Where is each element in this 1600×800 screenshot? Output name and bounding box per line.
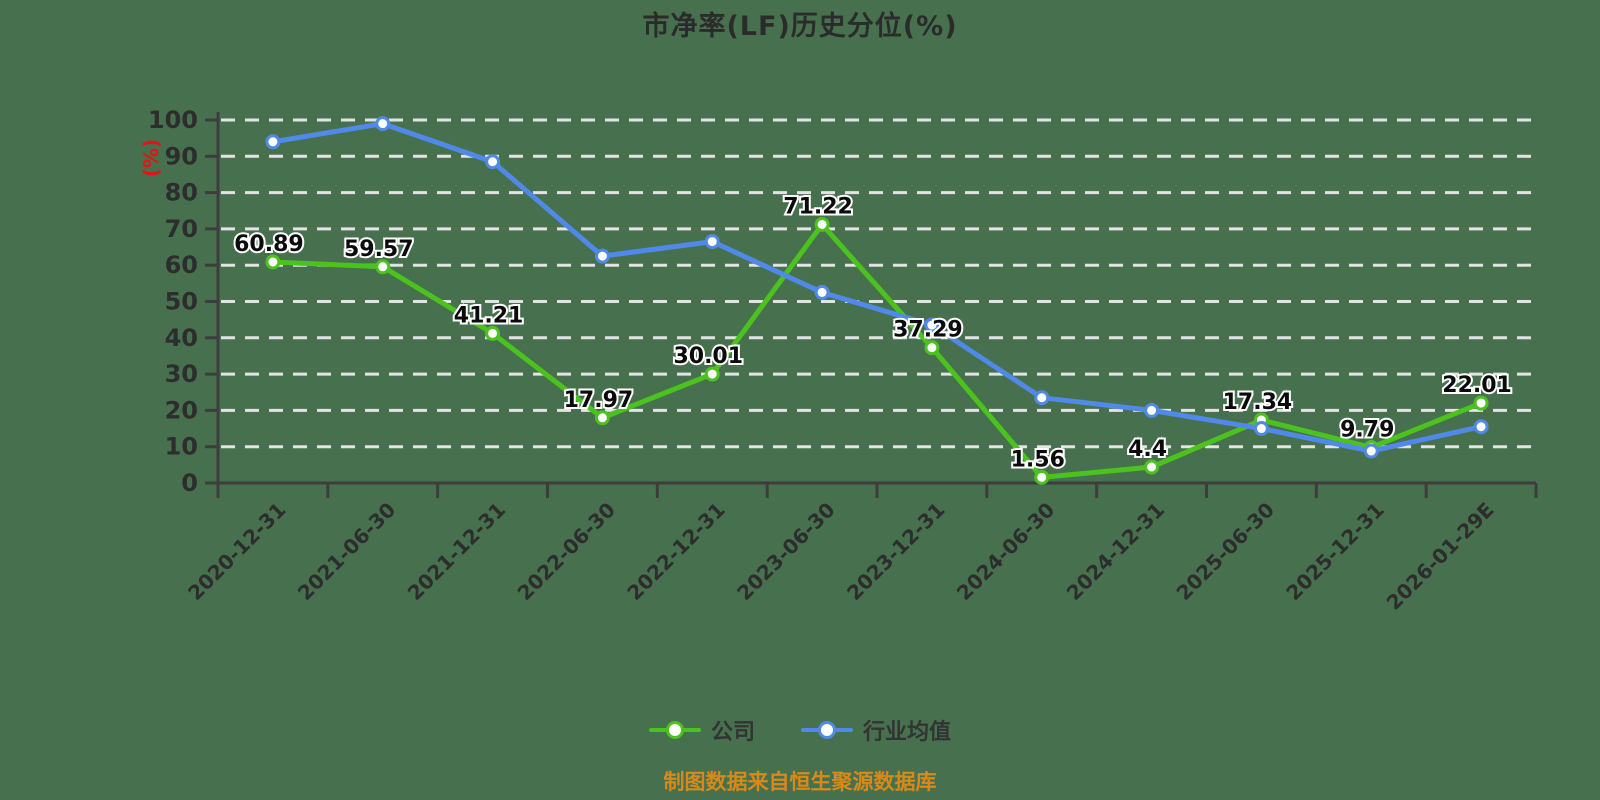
data-point-marker-公司 xyxy=(594,410,610,426)
y-axis-title: (%) xyxy=(139,139,163,177)
data-label: 59.57 xyxy=(344,237,414,262)
data-label: 71.22 xyxy=(783,194,853,219)
y-axis-label: 40 xyxy=(165,324,198,352)
data-point-marker-公司 xyxy=(1473,395,1489,411)
x-axis-label: 2025-12-31 xyxy=(1281,498,1388,605)
data-point-marker-公司 xyxy=(375,259,391,275)
data-label: 60.89 xyxy=(234,232,304,257)
legend-item-公司[interactable]: 公司 xyxy=(648,714,755,746)
data-label: 41.21 xyxy=(454,303,524,328)
x-axis-label: 2023-12-31 xyxy=(842,498,949,605)
data-source-caption: 制图数据来自恒生聚源数据库 xyxy=(663,770,937,794)
x-axis-label: 2024-12-31 xyxy=(1062,498,1169,605)
data-point-marker-行业均值 xyxy=(814,284,830,300)
x-axis-label: 2022-12-31 xyxy=(622,498,729,605)
y-axis-label: 20 xyxy=(165,396,198,424)
x-axis-label: 2023-06-30 xyxy=(732,498,839,605)
legend-label: 公司 xyxy=(710,720,755,745)
y-axis-label: 90 xyxy=(165,142,198,170)
series-line-公司 xyxy=(270,221,1484,480)
y-axis-label: 10 xyxy=(165,433,198,461)
x-axis-label: 2025-06-30 xyxy=(1172,498,1279,605)
data-point-marker-行业均值 xyxy=(594,248,610,264)
y-axis-label: 70 xyxy=(165,215,198,243)
legend-item-行业均值[interactable]: 行业均值 xyxy=(801,714,951,746)
x-axis-label: 2021-06-30 xyxy=(293,498,400,605)
x-axis-label: 2026-01-29E xyxy=(1382,498,1499,615)
data-point-marker-公司 xyxy=(265,254,281,270)
data-label: 17.97 xyxy=(564,388,634,413)
y-axis-label: 0 xyxy=(181,469,198,497)
y-axis-label: 100 xyxy=(148,106,198,134)
data-point-marker-公司 xyxy=(1144,459,1160,475)
y-axis-label: 80 xyxy=(165,179,198,207)
chart-title: 市净率(LF)历史分位(%) xyxy=(642,11,958,42)
x-axis-label: 2024-06-30 xyxy=(952,498,1059,605)
y-axis-label: 50 xyxy=(165,288,198,316)
data-point-marker-行业均值 xyxy=(704,234,720,250)
data-point-marker-行业均值 xyxy=(1144,402,1160,418)
data-point-marker-公司 xyxy=(704,366,720,382)
y-axis-label: 30 xyxy=(165,360,198,388)
data-point-marker-公司 xyxy=(814,216,830,232)
legend-line-marker-icon xyxy=(648,721,701,739)
data-label: 22.01 xyxy=(1442,373,1512,398)
data-label: 9.79 xyxy=(1340,417,1394,442)
legend-label: 行业均值 xyxy=(863,720,952,745)
series-line-行业均值 xyxy=(270,121,1484,454)
data-point-marker-公司 xyxy=(485,325,501,341)
data-point-marker-行业均值 xyxy=(1473,419,1489,435)
data-point-marker-行业均值 xyxy=(1034,390,1050,406)
data-point-marker-行业均值 xyxy=(1253,421,1269,437)
data-label: 1.56 xyxy=(1011,447,1065,472)
x-axis-label: 2022-06-30 xyxy=(513,498,620,605)
legend-line-marker-icon xyxy=(801,721,853,739)
data-label: 30.01 xyxy=(673,344,743,369)
y-axis-label: 60 xyxy=(165,251,198,279)
data-point-marker-行业均值 xyxy=(924,317,940,333)
x-axis-label: 2021-12-31 xyxy=(403,498,510,605)
data-point-marker-行业均值 xyxy=(265,134,281,150)
data-label: 4.4 xyxy=(1128,437,1167,462)
data-label: 17.34 xyxy=(1223,390,1293,415)
legend: 公司 行业均值 xyxy=(0,714,1600,746)
data-point-marker-行业均值 xyxy=(375,116,391,132)
data-point-marker-行业均值 xyxy=(485,154,501,170)
data-point-marker-行业均值 xyxy=(1363,443,1379,459)
data-point-marker-公司 xyxy=(1034,469,1050,485)
data-label: 37.29 xyxy=(893,318,963,343)
data-point-marker-公司 xyxy=(924,340,940,356)
x-axis-label: 2020-12-31 xyxy=(183,498,290,605)
